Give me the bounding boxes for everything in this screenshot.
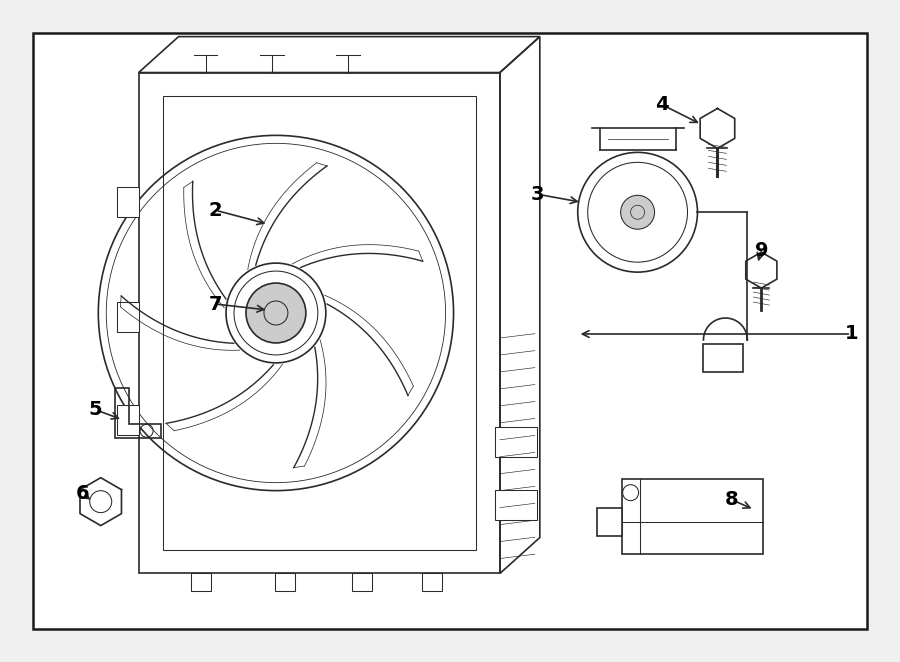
FancyBboxPatch shape <box>117 405 139 435</box>
Text: 4: 4 <box>654 95 669 114</box>
FancyBboxPatch shape <box>704 344 743 372</box>
FancyBboxPatch shape <box>422 573 442 591</box>
Text: 3: 3 <box>531 185 544 204</box>
FancyBboxPatch shape <box>495 490 536 520</box>
Circle shape <box>246 283 306 343</box>
Text: 2: 2 <box>209 201 222 220</box>
Text: 6: 6 <box>76 484 90 503</box>
FancyBboxPatch shape <box>117 302 139 332</box>
Text: 7: 7 <box>209 295 222 314</box>
Text: 9: 9 <box>754 241 768 260</box>
FancyBboxPatch shape <box>33 32 867 630</box>
FancyBboxPatch shape <box>597 508 622 536</box>
Text: 1: 1 <box>844 324 858 344</box>
FancyBboxPatch shape <box>622 479 763 553</box>
Text: 8: 8 <box>724 490 738 509</box>
FancyBboxPatch shape <box>191 573 211 591</box>
FancyBboxPatch shape <box>495 427 536 457</box>
FancyBboxPatch shape <box>117 187 139 217</box>
Circle shape <box>621 195 654 229</box>
Text: 5: 5 <box>89 401 103 419</box>
FancyBboxPatch shape <box>275 573 295 591</box>
FancyBboxPatch shape <box>352 573 373 591</box>
